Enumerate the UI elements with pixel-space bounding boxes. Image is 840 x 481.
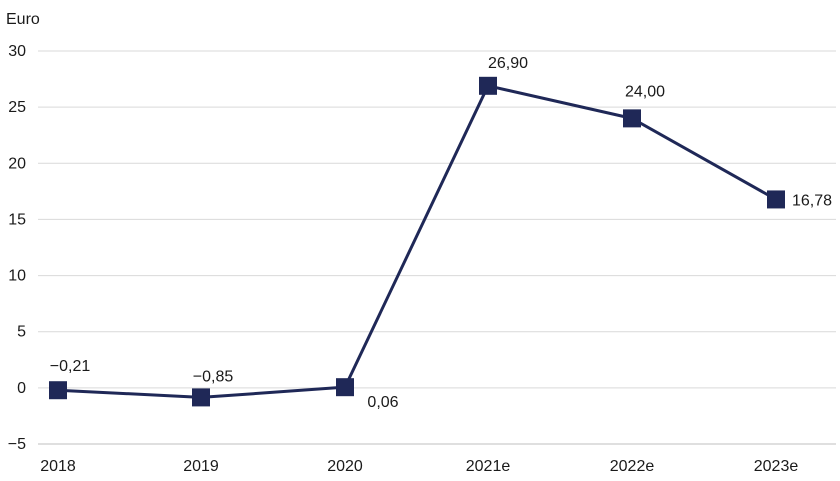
data-point-marker	[623, 109, 641, 128]
data-point-marker	[479, 76, 497, 95]
data-label: 16,78	[792, 192, 832, 209]
data-label: −0,85	[193, 368, 234, 385]
x-tick-label: 2019	[183, 458, 219, 475]
y-tick-label: −5	[8, 436, 26, 453]
data-point-marker	[336, 378, 354, 397]
x-tick-label: 2018	[40, 458, 76, 475]
y-tick-label: 0	[17, 380, 26, 397]
data-label: 0,06	[367, 394, 398, 411]
x-tick-label: 2020	[327, 458, 363, 475]
data-labels: −0,21 −0,85 0,06 26,90 24,00 16,78	[50, 55, 832, 411]
y-tick-label: 5	[17, 324, 26, 341]
y-tick-label: 10	[8, 268, 26, 285]
x-axis-ticks: 2018 2019 2020 2021e 2022e 2023e	[40, 458, 798, 475]
series-euro	[49, 76, 785, 407]
y-tick-label: 25	[8, 99, 26, 116]
x-tick-label: 2022e	[610, 458, 655, 475]
x-tick-label: 2023e	[754, 458, 799, 475]
y-tick-label: 30	[8, 43, 26, 60]
data-point-marker	[192, 388, 210, 407]
data-point-marker	[49, 381, 67, 400]
y-tick-label: 15	[8, 211, 26, 228]
grid-lines	[38, 50, 836, 445]
data-point-marker	[767, 190, 785, 209]
series-line	[57, 84, 777, 399]
y-tick-label: 20	[8, 155, 26, 172]
x-tick-label: 2021e	[466, 458, 511, 475]
y-axis-unit-label: Euro	[6, 11, 40, 28]
y-axis-ticks: 30 25 20 15 10 5 0 −5	[8, 43, 26, 453]
data-label: −0,21	[50, 358, 91, 375]
data-label: 26,90	[488, 55, 528, 72]
data-label: 24,00	[625, 83, 665, 100]
